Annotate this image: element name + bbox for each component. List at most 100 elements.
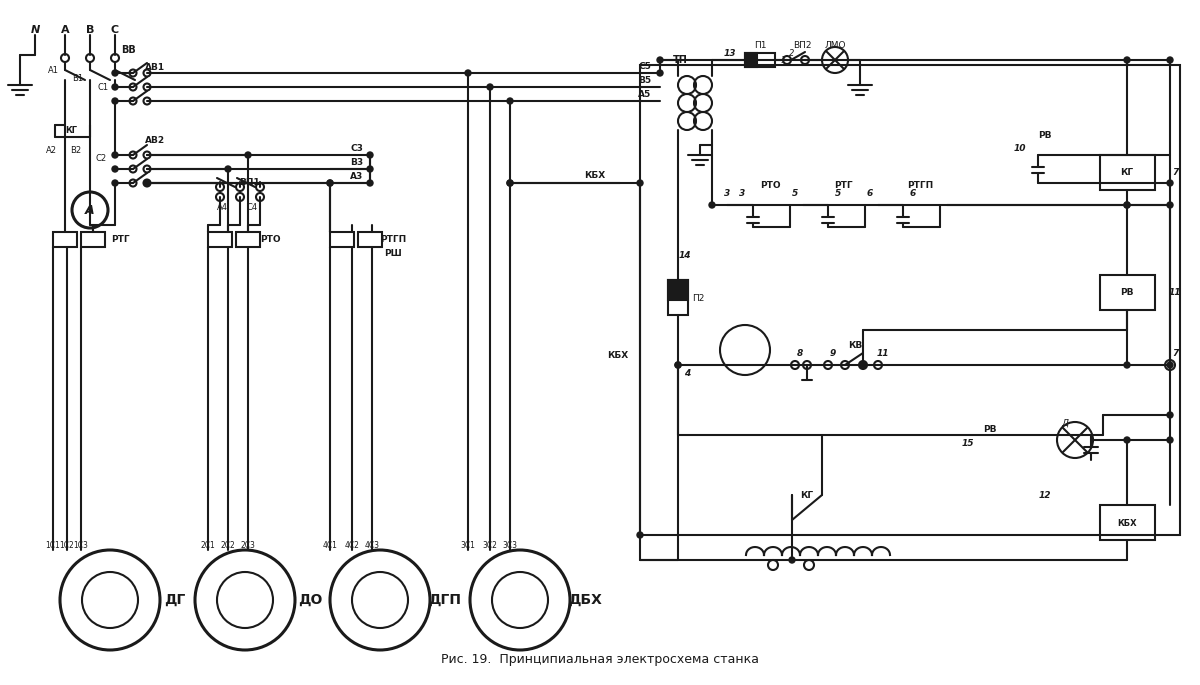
Text: 10: 10: [1014, 143, 1026, 153]
Text: N: N: [30, 25, 40, 35]
Circle shape: [1166, 437, 1174, 443]
Text: Рис. 19.  Принципиальная электросхема станка: Рис. 19. Принципиальная электросхема ста…: [442, 653, 760, 667]
Bar: [53, 232, 77, 247]
Circle shape: [1166, 412, 1174, 418]
Text: В5: В5: [638, 75, 652, 84]
Circle shape: [674, 362, 682, 368]
Bar: [668, 280, 688, 315]
Text: КБХ: КБХ: [1117, 519, 1136, 527]
Circle shape: [487, 84, 493, 90]
Text: РТГП: РТГП: [907, 181, 934, 190]
Circle shape: [1166, 362, 1174, 368]
Circle shape: [1124, 437, 1130, 443]
Circle shape: [674, 362, 682, 368]
Text: 12: 12: [1039, 490, 1051, 499]
Text: A: A: [85, 203, 95, 216]
Circle shape: [860, 362, 866, 368]
Circle shape: [326, 180, 334, 186]
Bar: [1100, 505, 1154, 540]
Text: 4С1: 4С1: [323, 540, 337, 549]
Text: 15: 15: [961, 438, 974, 447]
Bar: [745, 53, 757, 67]
Text: ТП: ТП: [672, 55, 688, 65]
Text: КБХ: КБХ: [607, 351, 629, 360]
Text: 3С2: 3С2: [482, 540, 498, 549]
Text: ВП1: ВП1: [240, 177, 260, 186]
Circle shape: [508, 98, 514, 104]
Circle shape: [112, 180, 118, 186]
Bar: [1100, 155, 1154, 190]
Circle shape: [508, 180, 514, 186]
Bar: [745, 53, 775, 67]
Text: ВП2: ВП2: [793, 40, 811, 49]
Circle shape: [790, 557, 796, 563]
Text: 14: 14: [679, 251, 691, 260]
Circle shape: [112, 152, 118, 158]
Text: С5: С5: [638, 62, 652, 71]
Text: 4: 4: [684, 369, 690, 377]
Circle shape: [112, 166, 118, 172]
Text: 7: 7: [1172, 168, 1178, 177]
Circle shape: [367, 166, 373, 172]
Text: ЛМО: ЛМО: [824, 40, 846, 49]
Text: АВ2: АВ2: [145, 136, 166, 145]
Text: 8: 8: [797, 349, 803, 358]
Text: ДО: ДО: [298, 593, 322, 607]
Circle shape: [508, 180, 514, 186]
Text: 6: 6: [866, 188, 874, 197]
Text: С3: С3: [350, 143, 364, 153]
Text: ВВ: ВВ: [121, 45, 136, 55]
Text: 9: 9: [830, 349, 836, 358]
Text: КБХ: КБХ: [584, 171, 606, 179]
Circle shape: [466, 70, 470, 76]
Text: 6: 6: [910, 188, 916, 197]
Text: 1: 1: [780, 55, 786, 64]
Text: РВ: РВ: [1038, 131, 1051, 140]
Text: 3С1: 3С1: [461, 540, 475, 549]
Text: ДГ: ДГ: [164, 593, 186, 607]
Text: C2: C2: [96, 153, 107, 162]
Text: В3: В3: [350, 158, 364, 166]
Text: C: C: [110, 25, 119, 35]
Text: РТГ: РТГ: [834, 181, 852, 190]
Circle shape: [1124, 202, 1130, 208]
Text: 13: 13: [724, 49, 737, 58]
Text: С4: С4: [246, 203, 258, 212]
Circle shape: [245, 152, 251, 158]
Text: 4С3: 4С3: [365, 540, 379, 549]
Text: 1С1: 1С1: [46, 540, 60, 549]
Text: ДГП: ДГП: [428, 593, 462, 607]
Text: 3С3: 3С3: [503, 540, 517, 549]
Circle shape: [658, 57, 662, 63]
Text: B2: B2: [71, 145, 82, 155]
Text: 11: 11: [1169, 288, 1181, 297]
Bar: [208, 232, 232, 247]
Text: B: B: [86, 25, 94, 35]
Text: РВ: РВ: [983, 425, 997, 434]
Text: 5: 5: [792, 188, 798, 197]
Text: 11: 11: [877, 349, 889, 358]
Text: КГ: КГ: [1121, 168, 1134, 177]
Text: РТГП: РТГП: [380, 234, 406, 243]
Circle shape: [1124, 362, 1130, 368]
Circle shape: [1166, 180, 1174, 186]
Text: П1: П1: [754, 40, 767, 49]
Text: A: A: [61, 25, 70, 35]
Circle shape: [637, 532, 643, 538]
Circle shape: [658, 70, 662, 76]
Circle shape: [367, 180, 373, 186]
Text: Д: Д: [1062, 419, 1068, 427]
Circle shape: [144, 180, 150, 186]
Bar: [640, 65, 1180, 535]
Circle shape: [1124, 57, 1130, 63]
Text: П2: П2: [692, 293, 704, 303]
Text: 2С1: 2С1: [200, 540, 215, 549]
Text: 3: 3: [739, 188, 745, 197]
Circle shape: [326, 180, 334, 186]
Text: 1С3: 1С3: [73, 540, 89, 549]
Circle shape: [226, 166, 230, 172]
Bar: [82, 232, 106, 247]
Text: 1С2: 1С2: [60, 540, 74, 549]
Circle shape: [1124, 202, 1130, 208]
Text: 7: 7: [1172, 349, 1178, 358]
